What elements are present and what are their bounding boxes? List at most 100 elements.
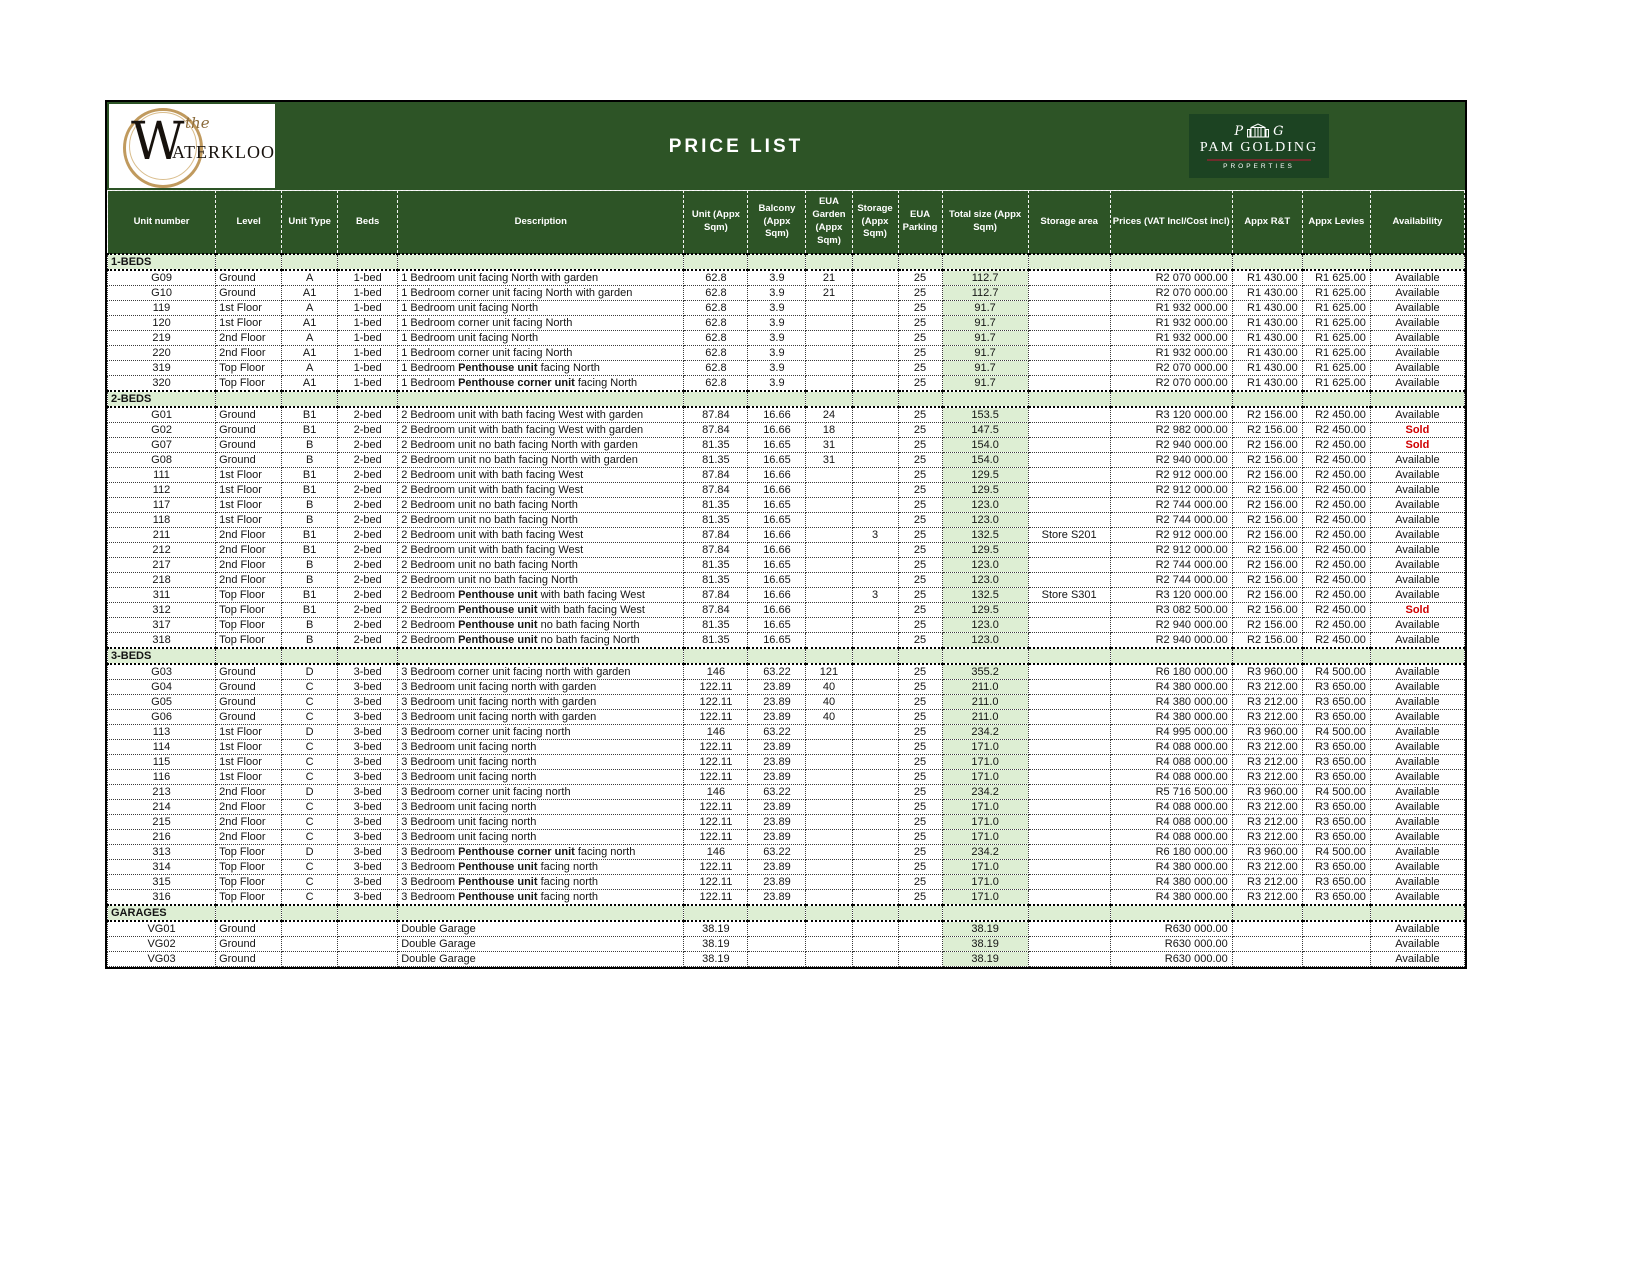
cell-parking: 25	[897, 724, 943, 740]
cell-total: 129.5	[941, 467, 1029, 483]
section-cell	[1231, 904, 1303, 922]
cell-unit_sqm: 146	[683, 844, 749, 860]
cell-price: R630 000.00	[1109, 936, 1233, 952]
waterkloof-logo-wordmark: ATERKLOOF	[172, 142, 275, 162]
column-header-type: Unit Type	[281, 190, 339, 255]
cell-beds: 1-bed	[337, 285, 399, 301]
cell-beds: 3-bed	[337, 709, 399, 725]
cell-level: Ground	[215, 679, 283, 695]
cell-avail: Available	[1369, 512, 1466, 528]
cell-type: C	[281, 889, 339, 906]
desc-bold: Penthouse unit	[458, 861, 538, 873]
cell-price: R2 744 000.00	[1109, 557, 1233, 573]
cell-price: R2 744 000.00	[1109, 497, 1233, 513]
cell-unit_sqm: 122.11	[683, 859, 749, 875]
cell-garden	[805, 330, 853, 346]
cell-desc: Double Garage	[397, 920, 685, 937]
desc-text: 3 Bedroom corner unit facing north with …	[401, 666, 631, 678]
cell-desc: 2 Bedroom unit with bath facing West	[397, 542, 685, 558]
cell-price: R1 932 000.00	[1109, 345, 1233, 361]
cell-levies: R3 650.00	[1301, 739, 1371, 755]
cell-unit: 114	[106, 739, 217, 755]
cell-total: 123.0	[941, 632, 1029, 649]
cell-balcony: 3.9	[747, 285, 807, 301]
cell-balcony	[747, 936, 807, 952]
cell-balcony: 3.9	[747, 315, 807, 331]
cell-level: 2nd Floor	[215, 572, 283, 588]
cell-unit_sqm: 87.84	[683, 406, 749, 423]
desc-text: 1 Bedroom unit facing North	[401, 332, 539, 344]
cell-unit: G01	[106, 406, 217, 423]
desc-text: facing North	[537, 362, 600, 374]
cell-total: 171.0	[941, 889, 1029, 906]
cell-total: 123.0	[941, 617, 1029, 633]
cell-type	[281, 951, 339, 967]
pam-golding-name: PAM GOLDING	[1199, 140, 1319, 155]
cell-price: R630 000.00	[1109, 951, 1233, 967]
cell-garden	[805, 512, 853, 528]
cell-storage	[851, 617, 899, 633]
table-row: 115 1st Floor C 3-bed 3 Bedroom unit facing …	[106, 754, 1466, 770]
gold-circle-icon	[123, 108, 203, 188]
cell-unit_sqm: 122.11	[683, 694, 749, 710]
cell-levies: R4 500.00	[1301, 844, 1371, 860]
cell-unit_sqm: 62.8	[683, 315, 749, 331]
cell-desc: 2 Bedroom Penthouse unit with bath facin…	[397, 587, 685, 603]
cell-type: D	[281, 844, 339, 860]
cell-balcony: 3.9	[747, 375, 807, 392]
section-cell	[683, 390, 749, 408]
cell-level: Top Floor	[215, 617, 283, 633]
cell-desc: 3 Bedroom unit facing north	[397, 799, 685, 815]
cell-parking: 25	[897, 587, 943, 603]
cell-level: 2nd Floor	[215, 345, 283, 361]
cell-rt	[1231, 951, 1303, 967]
desc-text: 3 Bedroom	[401, 876, 459, 888]
cell-garden	[805, 572, 853, 588]
cell-unit: 115	[106, 754, 217, 770]
cell-levies: R1 625.00	[1301, 269, 1371, 286]
cell-avail: Available	[1369, 859, 1466, 875]
cell-balcony: 16.65	[747, 512, 807, 528]
table-row: 220 2nd Floor A1 1-bed 1 Bedroom corner unit…	[106, 345, 1466, 361]
desc-text: 2 Bedroom unit no bath facing North with…	[401, 454, 638, 466]
section-cell	[1027, 904, 1111, 922]
desc-bold: Penthouse unit	[458, 589, 538, 601]
cell-garden	[805, 527, 853, 543]
cell-beds: 2-bed	[337, 406, 399, 423]
cell-unit: 315	[106, 874, 217, 890]
cell-rt: R3 212.00	[1231, 709, 1303, 725]
cell-level: Ground	[215, 452, 283, 468]
cell-garden	[805, 739, 853, 755]
cell-unit: G09	[106, 269, 217, 286]
cell-rt: R3 212.00	[1231, 679, 1303, 695]
cell-desc: 1 Bedroom corner unit facing North	[397, 345, 685, 361]
cell-storage	[851, 602, 899, 618]
cell-balcony: 16.66	[747, 422, 807, 438]
cell-price: R4 380 000.00	[1109, 889, 1233, 906]
desc-text: facing north	[537, 891, 599, 903]
cell-unit: 117	[106, 497, 217, 513]
cell-total: 123.0	[941, 512, 1029, 528]
cell-parking: 25	[897, 437, 943, 453]
cell-unit: G04	[106, 679, 217, 695]
desc-text: facing north	[537, 876, 599, 888]
cell-unit_sqm: 87.84	[683, 527, 749, 543]
cell-total: 129.5	[941, 542, 1029, 558]
cell-store	[1027, 874, 1111, 890]
cell-level: Ground	[215, 951, 283, 967]
desc-text: 3 Bedroom unit facing north	[401, 831, 537, 843]
section-cell	[941, 253, 1029, 271]
cell-levies: R4 500.00	[1301, 724, 1371, 740]
cell-unit_sqm: 62.8	[683, 330, 749, 346]
cell-garden	[805, 799, 853, 815]
cell-parking: 25	[897, 754, 943, 770]
cell-avail: Available	[1369, 679, 1466, 695]
cell-store	[1027, 814, 1111, 830]
cell-rt: R2 156.00	[1231, 512, 1303, 528]
cell-rt: R3 212.00	[1231, 814, 1303, 830]
section-cell	[897, 253, 943, 271]
cell-balcony: 3.9	[747, 345, 807, 361]
cell-levies	[1301, 951, 1371, 967]
cell-levies: R2 450.00	[1301, 452, 1371, 468]
cell-level: 2nd Floor	[215, 799, 283, 815]
